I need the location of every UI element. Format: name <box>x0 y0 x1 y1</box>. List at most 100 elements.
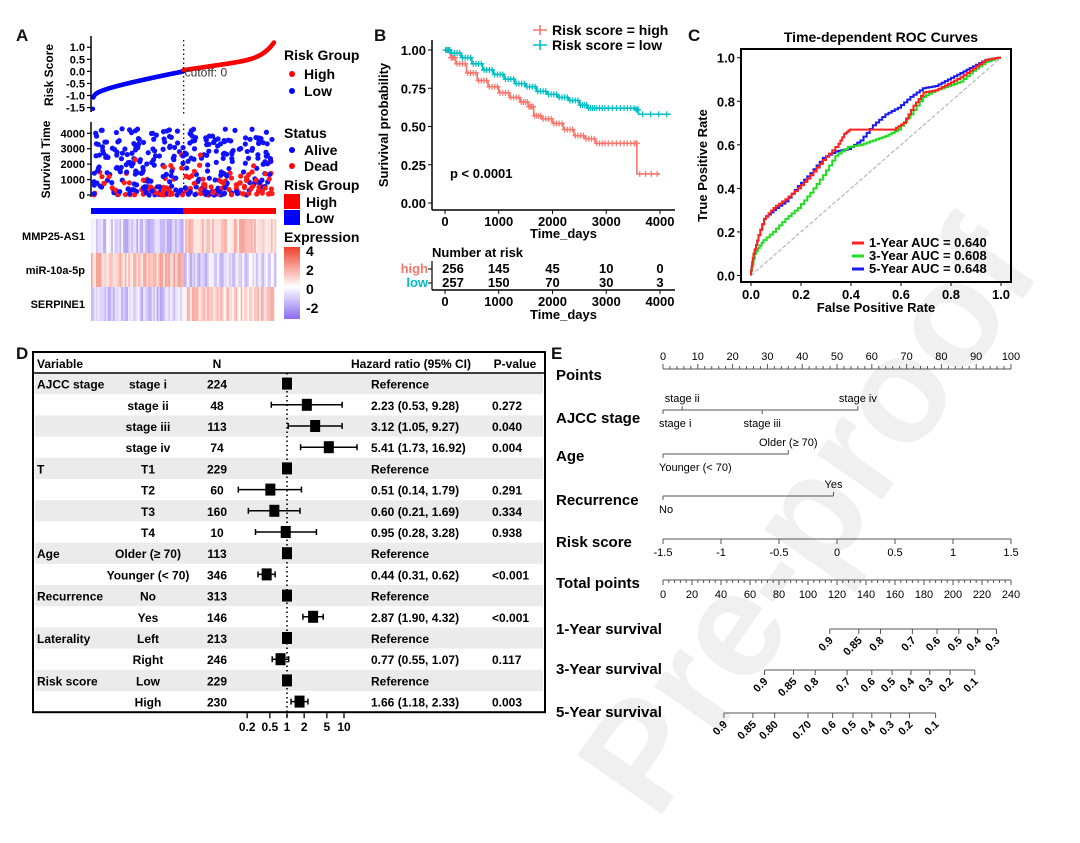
row-level: Younger (< 70) <box>107 568 190 582</box>
cutoff-label: cutoff: 0 <box>185 65 228 79</box>
row-n: 246 <box>207 653 227 667</box>
row-hr-text: 1.66 (1.18, 2.33) <box>371 696 459 710</box>
survival-point <box>249 147 255 153</box>
heatmap-cell <box>141 287 144 321</box>
heatmap-cell <box>146 287 149 321</box>
heatmap-cell <box>244 287 247 321</box>
points-tick-label: 40 <box>796 351 808 363</box>
survival-point <box>97 183 103 189</box>
heatmap-cell <box>117 287 120 321</box>
heatmap-cell <box>176 219 179 253</box>
heatmap-cell <box>139 253 142 287</box>
heatmap-cell <box>186 219 189 253</box>
legend-label: Low <box>306 210 334 226</box>
survival-point <box>96 152 102 158</box>
survival-point <box>192 138 198 144</box>
heatmap-cell <box>240 287 243 321</box>
heatmap-cell <box>106 219 109 253</box>
row-n: 113 <box>207 547 227 561</box>
heatmap-cell <box>272 219 275 253</box>
heatmap-cell <box>191 287 194 321</box>
heatmap-cell <box>180 287 183 321</box>
heatmap-cell <box>185 287 188 321</box>
heatmap-cell <box>121 287 124 321</box>
heatmap-cell <box>158 253 161 287</box>
heatmap-cell <box>122 253 126 287</box>
risk-value: 70 <box>545 275 559 290</box>
heatmap-cell <box>218 253 221 287</box>
heatmap-cell <box>249 253 252 287</box>
censor-mark <box>583 102 590 109</box>
heatmap-cell <box>119 253 122 287</box>
survival-point <box>126 191 133 197</box>
heatmap-cell <box>101 287 104 321</box>
row-level: Older (≥ 70) <box>115 547 181 561</box>
x-tick-label: 0.8 <box>942 287 960 302</box>
heatmap-cell <box>203 253 206 287</box>
row-level: No <box>140 590 156 604</box>
censor-mark <box>489 66 496 73</box>
hr-marker <box>269 504 280 517</box>
row-level: stage i <box>129 378 167 392</box>
heatmap-cell <box>128 253 131 287</box>
survival-time-plot: 4000 3000 2000 1000 0 Survival Time <box>39 120 275 202</box>
heatmap-cell <box>188 287 191 321</box>
heatmap-cell <box>161 253 164 287</box>
survival-point <box>220 191 226 197</box>
heatmap-cell <box>196 253 200 287</box>
points-tick-label: 80 <box>935 351 947 363</box>
heatmap-cell <box>220 287 223 321</box>
heatmap-cell <box>181 219 184 253</box>
y-tick-label: 0.8 <box>717 94 735 109</box>
row-hr-text: Reference <box>371 674 429 688</box>
survival-label: 0.5 <box>879 676 898 695</box>
heatmap-cell <box>178 253 181 287</box>
survival-label: 0.7 <box>899 635 918 654</box>
expression-scale-bar <box>284 247 300 319</box>
survival-point <box>140 139 147 146</box>
heatmap-cell <box>232 253 235 287</box>
heatmap-cell <box>257 219 260 253</box>
survival-point <box>254 191 260 197</box>
heatmap-cell <box>107 253 110 287</box>
heatmap-cell <box>117 219 120 253</box>
row-p: 0.938 <box>492 526 522 540</box>
survival-label: 0.5 <box>946 635 965 654</box>
heatmap-cell <box>156 287 159 321</box>
heatmap-cell <box>239 219 242 253</box>
heatmap-cell <box>102 253 105 287</box>
heatmap-cell <box>153 287 156 321</box>
heatmap-cell <box>136 253 139 287</box>
heatmap-cell <box>158 219 161 253</box>
heatmap-cell <box>230 219 233 253</box>
censor-mark <box>663 111 670 118</box>
heatmap-cell <box>186 253 189 287</box>
x-tick-label: 5 <box>323 720 330 734</box>
censor-mark <box>530 103 537 110</box>
survival-label: 0.4 <box>859 718 879 738</box>
heatmap-cell <box>245 253 248 287</box>
heatmap-cell <box>97 287 100 321</box>
y-tick-label: 0.00 <box>401 196 426 211</box>
censor-mark <box>648 170 655 177</box>
heatmap-cell <box>114 287 117 321</box>
km-plot: 1.00 0.75 0.50 0.25 0.00 0 1000 2000 3000 4000 Tim… <box>376 22 675 241</box>
heatmap-cell <box>213 287 216 321</box>
heatmap-cell <box>163 287 166 321</box>
x-tick-label: 2000 <box>538 214 567 229</box>
heatmap-cell <box>138 287 141 321</box>
row-hr-text: 0.95 (0.28, 3.28) <box>371 526 459 540</box>
survival-point <box>266 176 272 182</box>
row-n: 74 <box>210 441 224 455</box>
level-label: Yes <box>825 479 843 491</box>
survival-point <box>260 161 266 167</box>
heatmap-cell <box>225 253 228 287</box>
row-hr-text: Reference <box>371 590 429 604</box>
level-label: No <box>659 504 673 516</box>
survival-point <box>241 185 248 191</box>
hr-marker <box>265 483 276 496</box>
x-axis-label: Time_days <box>530 307 597 322</box>
heatmap-cell <box>218 287 221 321</box>
survival-point <box>246 191 252 197</box>
survival-point <box>197 186 203 193</box>
